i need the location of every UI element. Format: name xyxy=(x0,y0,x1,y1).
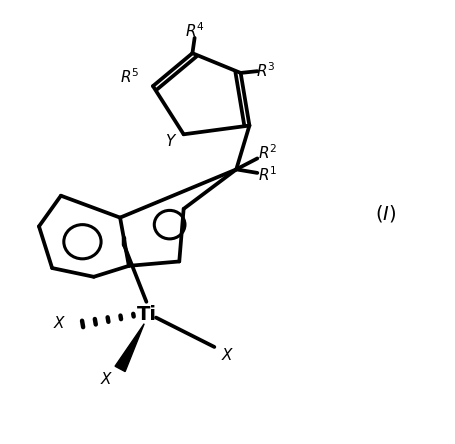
Text: $(I)$: $(I)$ xyxy=(374,203,396,224)
Text: $R^3$: $R^3$ xyxy=(256,61,276,80)
Text: $Y$: $Y$ xyxy=(165,133,177,149)
Text: $X$: $X$ xyxy=(53,315,66,331)
Text: $R^4$: $R^4$ xyxy=(185,21,205,40)
Text: $X$: $X$ xyxy=(221,347,234,363)
Text: $R^1$: $R^1$ xyxy=(258,165,278,184)
Polygon shape xyxy=(115,324,144,372)
Text: $R^5$: $R^5$ xyxy=(121,67,140,86)
Text: $R^2$: $R^2$ xyxy=(258,143,278,162)
Text: Ti: Ti xyxy=(136,305,157,324)
Text: $X$: $X$ xyxy=(100,371,114,387)
